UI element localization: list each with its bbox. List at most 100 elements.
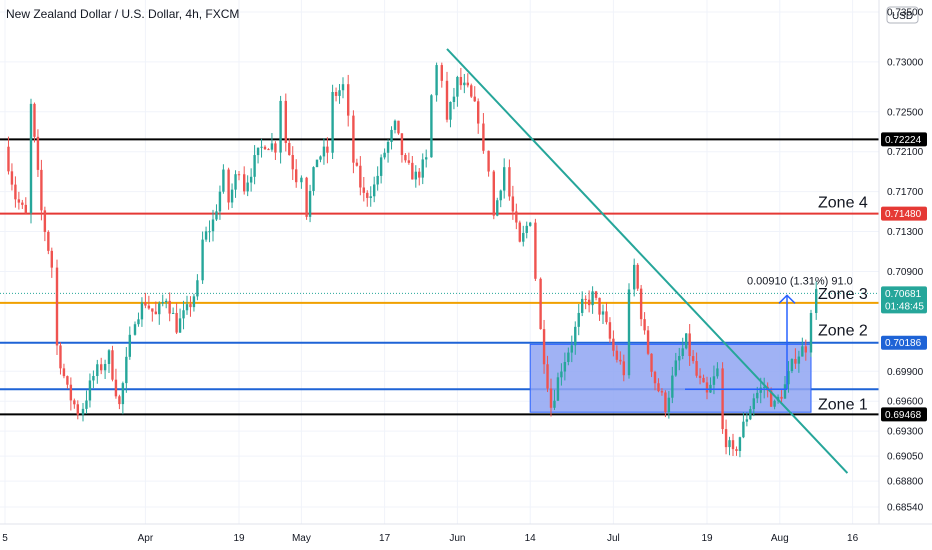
candle-body (69, 384, 73, 401)
candle-body (809, 312, 813, 353)
candle-body (253, 155, 256, 177)
candle-body (137, 319, 140, 325)
candle-body (529, 222, 532, 226)
candle-body (563, 361, 567, 372)
level-tag (881, 335, 927, 350)
candle-body (797, 356, 801, 364)
candle-body (515, 211, 518, 223)
candle-body (373, 184, 376, 197)
candle-body (482, 123, 485, 151)
candle-body (735, 449, 738, 451)
candle-body (390, 129, 393, 142)
candle-body (341, 84, 345, 91)
candle-body (29, 103, 33, 214)
level-tag-label: 0.72224 (885, 135, 922, 146)
candle-body (466, 82, 469, 86)
price-axis-background (879, 0, 932, 524)
candle-body (503, 167, 506, 191)
candle-body (815, 289, 818, 313)
measure-arrow-head (778, 294, 796, 304)
candle-body (646, 330, 650, 354)
overlays: 0.00910 (1.31%) 91.0 Zone 4 Zone 3 Zone 2 Zo… (446, 48, 868, 474)
candle-body (804, 346, 807, 353)
candle-body (208, 231, 211, 233)
time-tick-label: 19 (233, 533, 245, 544)
current-price-tag (881, 286, 927, 314)
candle-body (449, 101, 452, 120)
candle-body (496, 200, 499, 216)
candle-body (724, 429, 728, 448)
candle-body (400, 133, 404, 156)
candle-body (393, 120, 397, 130)
candle-body (650, 353, 653, 372)
candle-body (601, 311, 605, 315)
candle-body (234, 174, 237, 190)
candle-body (745, 419, 749, 422)
candle-body (712, 376, 716, 385)
candle-body (100, 364, 103, 371)
candle-body (574, 326, 577, 346)
range-box (529, 343, 812, 413)
candle-body (326, 146, 329, 153)
candle-body (14, 184, 17, 200)
candle-body (386, 141, 390, 153)
candle-body (397, 120, 400, 134)
candle-body (702, 377, 705, 383)
candle-body (295, 169, 298, 183)
candle-body (128, 334, 131, 357)
candle-body (581, 298, 584, 313)
candle-body (103, 364, 107, 371)
candle-body (738, 437, 742, 451)
candle-body (570, 345, 573, 353)
candle-body (619, 359, 622, 362)
candle-body (355, 162, 359, 166)
candle-body (598, 297, 601, 315)
candle-body (470, 85, 473, 97)
candle-body (681, 348, 684, 356)
measure-label: 0.00910 (1.31%) 91.0 (747, 275, 853, 287)
level-tag-label: 0.69468 (885, 410, 922, 421)
candle-body (158, 303, 161, 315)
price-tick-label: 0.71300 (887, 227, 924, 238)
candles (7, 62, 818, 458)
trendline (446, 48, 849, 474)
candle-body (171, 312, 175, 314)
candle-body (556, 377, 560, 401)
candle-body (577, 312, 580, 327)
candle-body (144, 302, 147, 306)
candle-body (688, 333, 691, 357)
candle-body (549, 388, 553, 408)
candle-body (352, 115, 355, 163)
candle-body (111, 350, 114, 380)
zone-label: Zone 3 (818, 286, 868, 303)
price-tick-label: 0.72500 (887, 107, 924, 118)
candle-body (215, 211, 218, 220)
candle-body (525, 225, 528, 233)
candle-body (414, 171, 417, 180)
time-tick-label: 16 (847, 533, 859, 544)
candle-body (664, 392, 667, 413)
candle-body (459, 76, 463, 86)
candle-body (411, 162, 414, 180)
time-tick-label: May (292, 533, 311, 544)
candle-body (522, 232, 525, 242)
currency-badge-label: USD (892, 11, 913, 22)
candle-body (539, 278, 542, 330)
candle-body (66, 376, 69, 385)
candle-body (308, 190, 312, 217)
candle-body (284, 100, 287, 143)
current-price-label: 0.70681 (885, 289, 922, 300)
candle-body (369, 196, 372, 198)
candle-body (211, 219, 215, 232)
grid (0, 0, 879, 524)
candle-body (218, 191, 222, 212)
candle-body (759, 387, 762, 393)
candle-body (425, 157, 428, 160)
price-tick-label: 0.68800 (887, 477, 924, 488)
price-tick-label: 0.70900 (887, 267, 924, 278)
candle-body (312, 167, 315, 191)
candle-body (553, 400, 556, 408)
candle-body (667, 397, 671, 413)
candle-body (518, 222, 521, 242)
